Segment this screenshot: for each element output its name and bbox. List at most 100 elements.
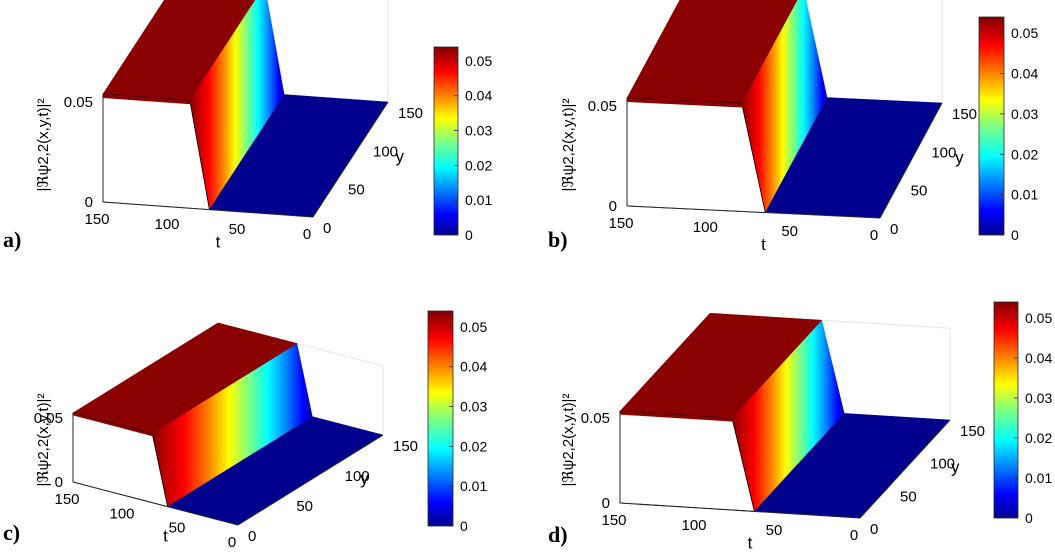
surface-front-lip (103, 94, 193, 105)
y-tick-label: 50 (296, 498, 313, 515)
t-axis-label: t (761, 235, 766, 254)
z-axis-label: |ℜψ2,2(x,y,t)|² (560, 394, 577, 487)
colorbar-tick-label: 0 (460, 518, 468, 534)
y-tick-label: 100 (345, 468, 370, 485)
t-tick-label: 100 (681, 517, 706, 534)
colorbar-tick-label: 0.02 (460, 438, 487, 454)
surface-front-lip (620, 411, 736, 422)
t-tick-label: 0 (228, 534, 236, 551)
panel-letter: c) (3, 520, 20, 545)
y-tick-label: 0 (323, 220, 331, 237)
colorbar-tick-label: 0.01 (1025, 470, 1052, 486)
colorbar: 0 0.01 0.02 0.03 0.04 0.05 (993, 301, 1052, 526)
axis-lines (102, 94, 389, 218)
colorbar-gradient (433, 46, 459, 236)
y-axis-label: y (396, 147, 405, 166)
z-axis-label: |ℜψ2,2(x,y,t)|² (560, 99, 577, 192)
surface-slope (732, 320, 845, 512)
z-tick-label: 0.05 (64, 94, 93, 111)
colorbar-tick-label: 0.03 (1011, 106, 1038, 122)
t-tick-label: 50 (766, 522, 783, 539)
colorbar-tick-label: 0.03 (1025, 390, 1052, 406)
y-tick-label: 50 (348, 182, 365, 199)
colorbar-tick-label: 0.03 (465, 123, 492, 139)
colorbar-tick-label: 0.05 (465, 53, 492, 69)
colorbar-tick-label: 0.02 (1011, 146, 1038, 162)
panel-letter: b) (548, 227, 568, 252)
y-axis-label: y (360, 469, 369, 488)
colorbar-tick-label: 0.01 (465, 192, 492, 208)
t-tick-label: 50 (229, 221, 246, 238)
surface-slope (189, 0, 285, 210)
t-tick-label: 150 (54, 491, 79, 508)
surface-front-edge (626, 97, 766, 214)
surface (72, 322, 384, 526)
y-tick-label: 100 (373, 143, 398, 160)
colorbar: 0 0.01 0.02 0.03 0.04 0.05 (433, 46, 492, 243)
z-tick-label: 0 (85, 194, 93, 211)
panel-a: 150 100 50 0 05010015000.05ty|ℜψ2,2(x,y,t)|²… (3, 0, 492, 252)
t-tick-label: 0 (850, 527, 858, 544)
colorbar-tick-label: 0.04 (465, 88, 492, 104)
y-tick-label: 150 (393, 438, 418, 455)
colorbar-tick-label: 0.04 (460, 359, 487, 375)
y-tick-label: 150 (398, 105, 423, 122)
z-tick-label: 0.05 (581, 410, 610, 427)
colorbar-gradient (427, 310, 454, 527)
z-tick-label: 0 (609, 198, 617, 215)
colorbar-tick-label: 0 (465, 227, 473, 243)
surface-front-lip (73, 412, 155, 437)
z-axis-label: |ℜψ2,2(x,y,t)|² (35, 99, 52, 192)
t-axis-label: t (748, 534, 753, 553)
y-axis-label: y (955, 148, 964, 167)
t-tick-label: 0 (303, 226, 311, 243)
surface-slope (152, 343, 313, 507)
t-tick-label: 100 (693, 219, 718, 236)
y-tick-label: 0 (870, 521, 878, 538)
colorbar-tick-label: 0 (1011, 227, 1019, 243)
y-tick-label: 150 (960, 423, 985, 440)
colorbar-tick-label: 0.02 (465, 157, 492, 173)
t-tick-label: 150 (608, 215, 633, 232)
colorbar-tick-label: 0.03 (460, 399, 487, 415)
surface-slope (741, 0, 828, 213)
t-axis-label: t (163, 527, 168, 546)
y-tick-label: 0 (248, 528, 256, 545)
colorbar-tick-label: 0.04 (1025, 350, 1052, 366)
axis-lines (72, 412, 384, 526)
colorbar-tick-label: 0.05 (1025, 310, 1052, 326)
y-tick-label: 150 (952, 106, 977, 123)
colorbar: 0 0.01 0.02 0.03 0.04 0.05 (978, 16, 1038, 243)
surface (102, 0, 389, 218)
colorbar-tick-label: 0.01 (1011, 187, 1038, 203)
colorbar-gradient (978, 16, 1005, 236)
colorbar-tick-label: 0.02 (1025, 430, 1052, 446)
y-axis-label: y (951, 457, 960, 476)
colorbar-tick-label: 0.01 (460, 478, 487, 494)
z-tick-label: 0 (602, 495, 610, 512)
t-axis-label: t (216, 233, 221, 252)
z-tick-label: 0 (55, 474, 63, 491)
t-tick-label: 150 (601, 512, 626, 529)
y-tick-label: 100 (931, 144, 956, 161)
colorbar-tick-label: 0 (1025, 510, 1033, 526)
colorbar-tick-label: 0.05 (1011, 25, 1038, 41)
y-tick-label: 100 (930, 456, 955, 473)
axis-lines (619, 411, 951, 519)
colorbar-gradient (993, 301, 1019, 519)
colorbar-tick-label: 0.04 (1011, 66, 1038, 82)
axis-lines (626, 98, 943, 219)
y-tick-label: 50 (900, 488, 917, 505)
panel-letter: d) (548, 522, 568, 547)
t-tick-label: 150 (84, 211, 109, 228)
t-tick-label: 100 (109, 505, 134, 522)
t-tick-label: 50 (781, 223, 798, 240)
colorbar-tick-label: 0.05 (460, 319, 487, 335)
t-tick-label: 100 (154, 216, 179, 233)
panel-d: 150 100 50 0 05010015000.05ty|ℜψ2,2(x,y,t)|²… (548, 301, 1052, 553)
surface (619, 312, 951, 519)
surface-front-edge (619, 410, 755, 512)
z-axis-label: |ℜψ2,2(x,y,t)|² (35, 394, 52, 487)
t-tick-label: 0 (870, 227, 878, 244)
